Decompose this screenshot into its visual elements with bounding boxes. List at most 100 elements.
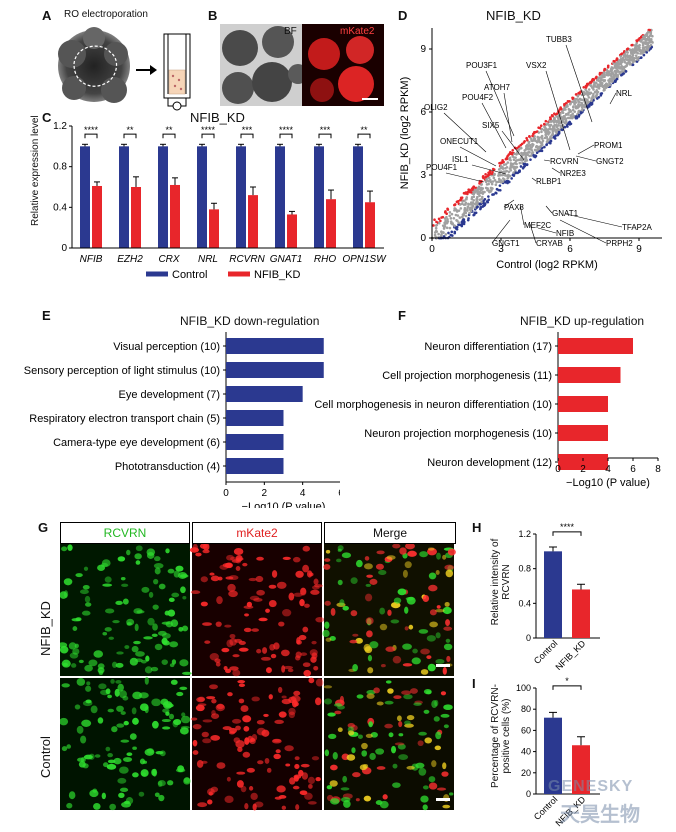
- scatter-point: [460, 215, 464, 219]
- significance-bracket: [201, 133, 215, 139]
- scatter-point: [439, 219, 442, 223]
- scatter-point: [614, 79, 618, 82]
- scatter-point: [501, 167, 505, 170]
- scatter-point: [528, 143, 532, 147]
- scatter-point: [433, 218, 436, 221]
- scatter-point: [448, 226, 452, 230]
- scatter-point: [603, 88, 606, 92]
- electroporation-cuvette-icon: [163, 33, 191, 111]
- scatter-point: [458, 223, 462, 227]
- panel-a-illustration: [58, 27, 191, 111]
- scatter-point: [637, 56, 640, 59]
- scatter-point: [537, 131, 541, 134]
- scatter-point: [613, 69, 617, 73]
- annotation-leader: [559, 219, 607, 244]
- scatter-point: [501, 180, 505, 183]
- scatter-point: [506, 154, 509, 158]
- annotation-label: VSX2: [526, 61, 547, 70]
- scatter-point: [589, 91, 593, 95]
- scatter-point: [434, 224, 438, 227]
- scatter-point: [468, 189, 471, 193]
- category-label: Camera-type eye development (6): [53, 437, 220, 449]
- category-label: Sensory perception of light stimulus (10…: [24, 365, 220, 377]
- scatter-point: [448, 214, 451, 218]
- significance-bracket: [84, 133, 98, 139]
- significance-bracket: [240, 133, 254, 139]
- scatter-point: [498, 184, 502, 187]
- scatter-point: [487, 182, 490, 186]
- scatter-point: [609, 79, 613, 83]
- scatter-point: [455, 226, 458, 229]
- scatter-point: [580, 102, 584, 106]
- scatter-point: [615, 57, 619, 60]
- brightfield-image: [220, 24, 302, 106]
- scatter-point: [595, 75, 598, 79]
- scatter-point: [615, 63, 619, 67]
- scatter-point: [532, 131, 536, 135]
- scatter-point: [472, 198, 476, 202]
- annotation-leader: [443, 112, 487, 153]
- scatter-point: [644, 41, 647, 45]
- scatter-point: [555, 119, 558, 123]
- x-tick-label: 4: [605, 464, 611, 475]
- scatter-point: [459, 198, 462, 202]
- bar-control: [236, 146, 246, 248]
- annotation-label: ATOH7: [484, 83, 510, 92]
- bar: [226, 386, 303, 402]
- annotation-label: NRL: [616, 89, 633, 98]
- scatter-point: [441, 215, 445, 219]
- annotation-label: GNGT1: [492, 239, 520, 248]
- x-tick-label: NRL: [198, 254, 218, 265]
- scatter-point: [588, 81, 592, 85]
- scatter-point: [590, 99, 593, 103]
- scatter-point: [498, 179, 502, 182]
- scatter-point: [531, 142, 534, 146]
- bar-control: [275, 146, 285, 248]
- scatter-point: [552, 136, 556, 139]
- scatter-point: [502, 163, 506, 166]
- scatter-point: [502, 160, 505, 164]
- scatter-point: [509, 163, 513, 167]
- significance-label: ***: [320, 125, 331, 135]
- scatter-point: [539, 149, 542, 153]
- row-label-control: Control: [38, 736, 53, 778]
- annotation-leader: [537, 227, 557, 234]
- scatter-point: [454, 213, 458, 217]
- scatter-point: [543, 145, 546, 149]
- col-title-mkate2: mKate2: [192, 522, 322, 544]
- significance-bracket: [123, 133, 137, 139]
- scatter-point: [548, 138, 551, 141]
- annotation-label: ONECUT1: [440, 137, 479, 146]
- annotation-leader: [565, 44, 593, 123]
- annotation-label: ISL1: [452, 155, 469, 164]
- scatter-point: [494, 183, 498, 187]
- scatter-point: [469, 191, 473, 194]
- scatter-point: [450, 234, 454, 237]
- scatter-point: [584, 88, 587, 91]
- scatter-point: [600, 92, 604, 95]
- scatter-point: [462, 203, 466, 206]
- scatter-point: [514, 171, 518, 174]
- scatter-point: [463, 192, 467, 195]
- scatter-point: [555, 112, 559, 115]
- scatter-point: [611, 72, 615, 75]
- micrograph-nfib-kd-merge: [322, 544, 456, 676]
- bar: [544, 717, 562, 794]
- scatter-point: [443, 211, 447, 214]
- annotation-label: GNAT1: [552, 209, 579, 218]
- scatter-point: [485, 179, 489, 182]
- scatter-point: [482, 199, 485, 203]
- scatter-point: [452, 216, 456, 220]
- scatter-point: [546, 128, 550, 131]
- scatter-point: [457, 209, 461, 212]
- scatter-point: [613, 64, 617, 68]
- scatter-point: [529, 154, 533, 157]
- scatter-point: [461, 213, 465, 216]
- micrograph-control-merge: [323, 678, 454, 811]
- scatter-point: [512, 155, 515, 159]
- scatter-point: [525, 136, 528, 140]
- panel-label-f: F: [398, 308, 406, 323]
- scatter-point: [504, 163, 508, 166]
- scatter-point: [564, 113, 568, 116]
- bar: [226, 434, 284, 450]
